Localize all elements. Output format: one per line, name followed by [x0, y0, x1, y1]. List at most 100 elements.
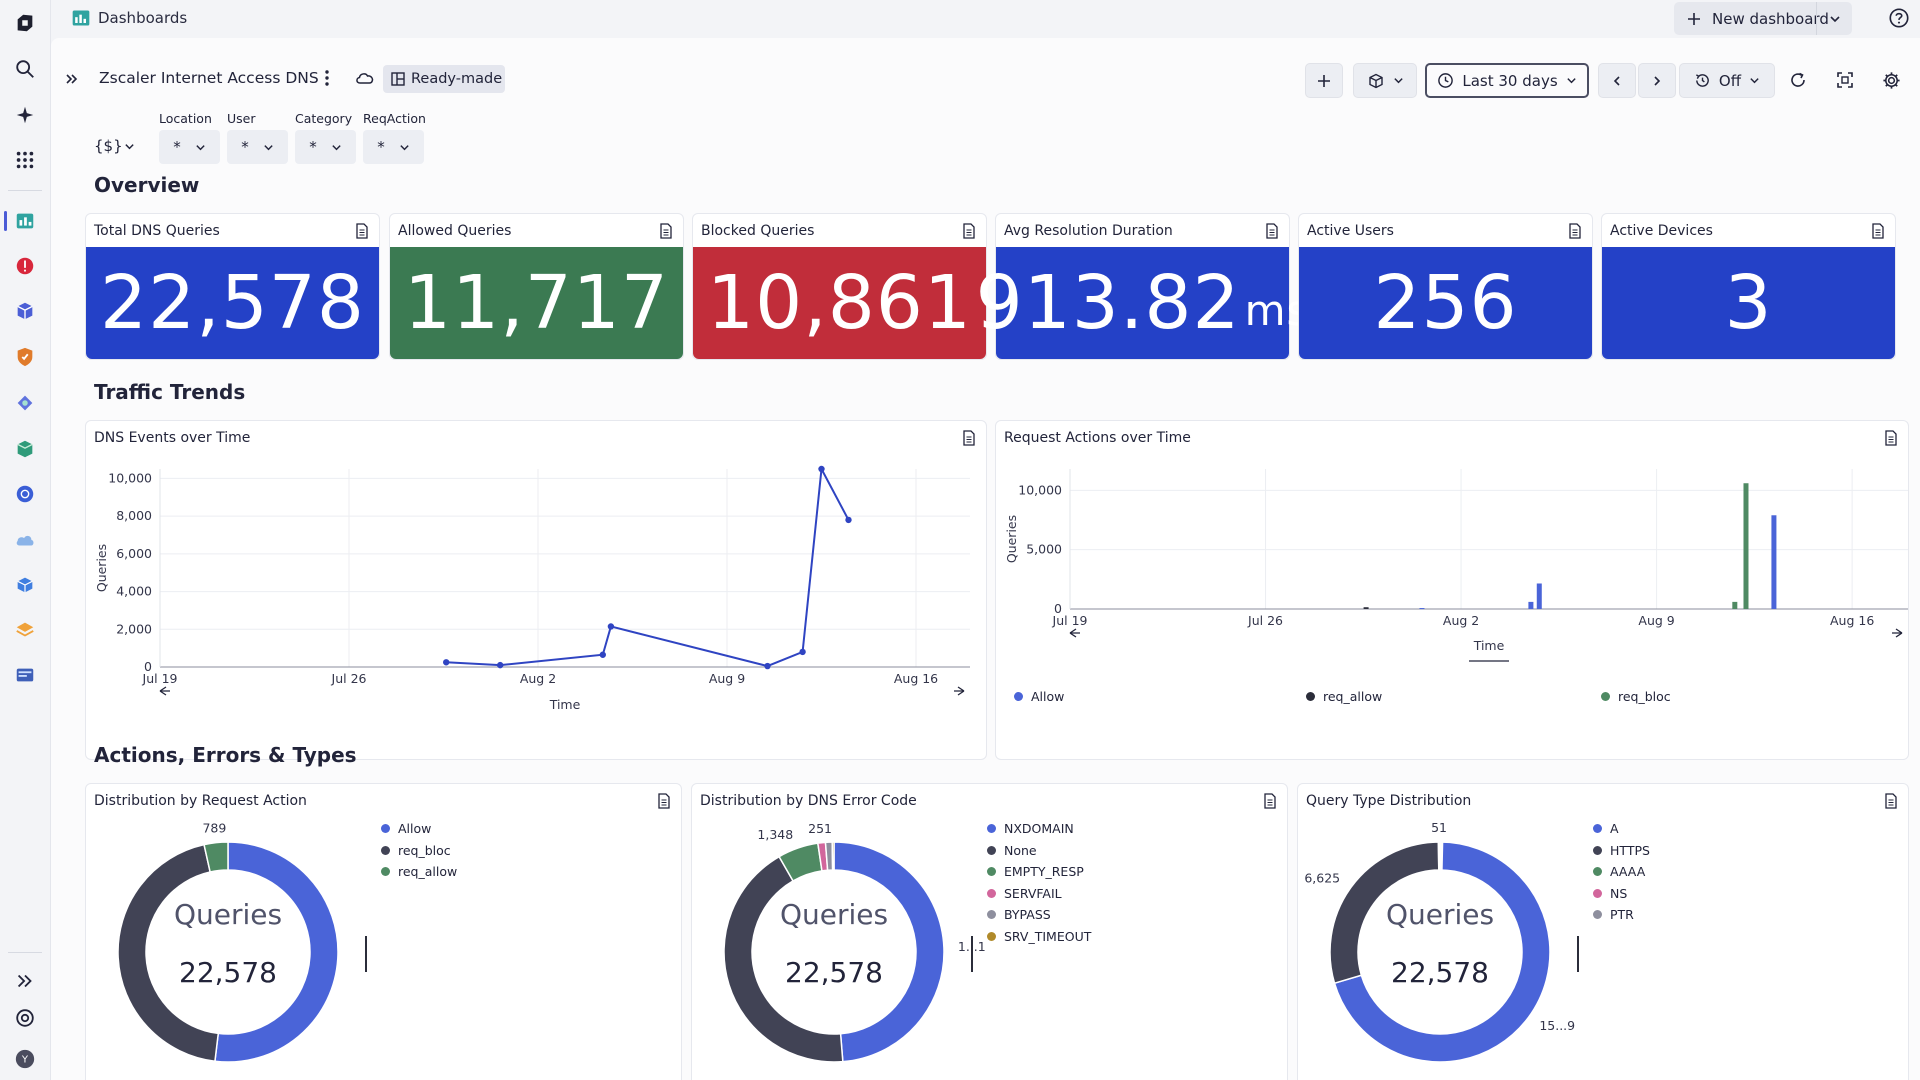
request-actions-bar-chart: 0 5,000 10,000 Jul 19 Jul 26 Aug 2 Aug 9 Aug 16… [1004, 469, 1908, 662]
document-icon[interactable] [1568, 223, 1582, 239]
document-icon[interactable] [1884, 793, 1898, 809]
variable-select-location[interactable]: * [159, 130, 220, 164]
apps-grid-icon[interactable] [12, 147, 38, 173]
infrastructure-app-icon[interactable] [12, 298, 38, 324]
legend-scroll-indicator [971, 936, 973, 972]
chevron-left-icon [1613, 75, 1620, 86]
x-tick-label: Aug 2 [1443, 613, 1479, 628]
document-icon[interactable] [657, 793, 671, 809]
new-dashboard-button[interactable]: New dashboard [1674, 2, 1852, 35]
legend-item[interactable]: None [987, 843, 1037, 858]
sparkle-icon[interactable] [12, 102, 38, 128]
variables-toggle[interactable]: {$} [94, 137, 123, 155]
legend-item[interactable]: SRV_TIMEOUT [987, 929, 1091, 944]
y-axis-label: Queries [94, 544, 109, 592]
variable-select-reqaction[interactable]: * [363, 130, 424, 164]
layers-app-icon[interactable] [12, 617, 38, 643]
legend-item[interactable]: req_allow [381, 864, 457, 879]
ready-made-badge[interactable]: Ready-made [383, 65, 505, 93]
legend-swatch [1306, 692, 1315, 701]
document-icon[interactable] [962, 430, 976, 446]
kpi-tile[interactable]: Total DNS Queries 22,578 [85, 213, 380, 360]
x-axis-label: Time [549, 697, 581, 712]
more-options-icon[interactable] [319, 67, 335, 89]
legend-label: req_allow [1323, 689, 1383, 704]
problems-app-icon[interactable] [12, 253, 38, 279]
document-icon[interactable] [1871, 223, 1885, 239]
refresh-button[interactable] [1785, 67, 1811, 93]
database-app-icon[interactable] [12, 662, 38, 688]
dashboards-app-icon[interactable] [12, 208, 38, 234]
legend-item[interactable]: NXDOMAIN [987, 821, 1074, 836]
active-indicator [4, 211, 7, 231]
donut-tile[interactable]: Distribution by DNS Error Code1...11,348… [691, 783, 1288, 1080]
dynatrace-logo-icon[interactable] [12, 10, 38, 36]
data-point [818, 465, 825, 473]
support-lifebuoy-icon[interactable] [12, 1005, 38, 1031]
chevron-down-icon [1566, 78, 1576, 84]
legend-item[interactable]: AAAA [1593, 864, 1645, 879]
legend-item[interactable]: EMPTY_RESP [987, 864, 1084, 879]
legend-item[interactable]: req_bloc [1601, 689, 1671, 704]
kpi-tile[interactable]: Active Devices 3 [1601, 213, 1896, 360]
legend-item[interactable]: BYPASS [987, 907, 1051, 922]
donut-center-value: 22,578 [1391, 956, 1489, 989]
new-dashboard-dropdown[interactable] [1816, 2, 1852, 35]
expand-rail-icon[interactable] [12, 968, 38, 994]
legend-item[interactable]: req_allow [1306, 689, 1382, 704]
user-avatar-icon[interactable]: Y [12, 1046, 38, 1072]
segments-button[interactable] [1353, 63, 1417, 98]
document-icon[interactable] [1265, 223, 1279, 239]
legend-swatch [381, 867, 390, 877]
kpi-value: 913.82 [975, 260, 1241, 346]
document-icon[interactable] [659, 223, 673, 239]
kpi-tile[interactable]: Avg Resolution Duration 913.82 ms [976, 213, 1308, 360]
donut-tile[interactable]: Query Type Distribution 15...9 6,625 51 Quer… [1297, 783, 1909, 1080]
legend-swatch [987, 867, 996, 877]
cloud-app-icon[interactable] [12, 527, 38, 553]
kubernetes-wheel-icon[interactable] [12, 481, 38, 507]
legend-item[interactable]: PTR [1593, 907, 1634, 922]
legend-item[interactable]: NS [1593, 886, 1627, 901]
document-icon[interactable] [1263, 793, 1277, 809]
help-icon[interactable] [1888, 7, 1910, 29]
chevron-down-icon[interactable] [124, 141, 135, 152]
variable-select-category[interactable]: * [295, 130, 356, 164]
legend-item[interactable]: Allow [1014, 689, 1064, 704]
donut-tile[interactable]: Distribution by Request Action 789 Queries… [85, 783, 682, 1080]
chevron-down-icon [264, 144, 273, 150]
document-icon[interactable] [355, 223, 369, 239]
settings-button[interactable] [1878, 67, 1904, 93]
kpi-tile[interactable]: Blocked Queries 10,861 [692, 213, 987, 360]
auto-refresh-selector[interactable]: Off [1679, 63, 1775, 98]
add-tile-button[interactable] [1305, 63, 1343, 98]
services-app-icon[interactable] [12, 390, 38, 416]
search-icon[interactable] [12, 56, 38, 82]
box-app-icon[interactable] [12, 572, 38, 598]
legend-item[interactable]: Allow [381, 821, 431, 836]
timeframe-selector[interactable]: Last 30 days [1425, 63, 1589, 98]
tile-dns-events[interactable]: DNS Events over Time 0 2,000 4,000 6,000 8,0… [85, 420, 987, 760]
kpi-tile[interactable]: Active Users 256 [1298, 213, 1593, 360]
kpi-tile[interactable]: Allowed Queries 11,717 [389, 213, 684, 360]
legend-item[interactable]: A [1593, 821, 1619, 836]
timeframe-next-button[interactable] [1638, 63, 1676, 98]
variable-select-user[interactable]: * [227, 130, 288, 164]
slice-label: 15...9 [1539, 1018, 1575, 1033]
security-shield-icon[interactable] [12, 344, 38, 370]
expand-sidebar-icon[interactable] [65, 72, 79, 86]
kubernetes-cube-icon[interactable] [12, 436, 38, 462]
kpi-title: Active Devices [1610, 223, 1713, 239]
document-icon[interactable] [1884, 430, 1898, 446]
fullscreen-button[interactable] [1832, 67, 1858, 93]
document-icon[interactable] [962, 223, 976, 239]
timeframe-previous-button[interactable] [1598, 63, 1636, 98]
section-title-actions: Actions, Errors & Types [94, 743, 357, 767]
data-point [443, 659, 450, 666]
legend-item[interactable]: HTTPS [1593, 843, 1650, 858]
legend-item[interactable]: SERVFAIL [987, 886, 1062, 901]
legend-item[interactable]: req_bloc [381, 843, 451, 858]
tile-request-actions[interactable]: Request Actions over Time 0 5,000 10,000 Ju… [995, 420, 1909, 760]
auto-refresh-label: Off [1718, 71, 1742, 90]
legend-label: req_bloc [398, 842, 451, 858]
